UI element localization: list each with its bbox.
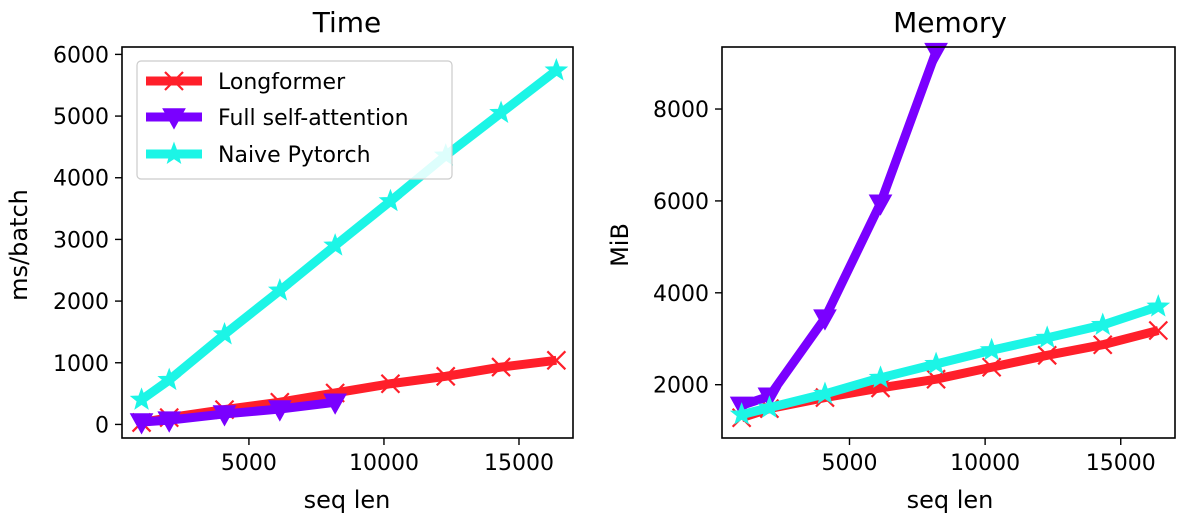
chart-memory: Memory MiB seq len 5000 10000 15000 2000 400… — [606, 6, 1176, 514]
x-tick-label: 15000 — [484, 451, 554, 476]
data-point-naive-pytorch — [267, 278, 292, 301]
axes-frame — [721, 46, 1176, 439]
chart-title: Time — [312, 6, 382, 39]
axes-frame — [121, 46, 574, 439]
data-point-naive-pytorch — [729, 402, 754, 425]
data-point-longformer — [491, 357, 511, 377]
legend-marker-naive-pytorch — [162, 141, 186, 165]
y-tick-label: 2000 — [53, 290, 109, 315]
data-point-full-self-attention — [157, 411, 182, 433]
legend-label-full-self-attention: Full self-attention — [218, 106, 409, 131]
data-point-naive-pytorch — [924, 351, 948, 375]
data-point-naive-pytorch — [129, 387, 154, 410]
data-point-longformer — [380, 373, 401, 394]
y-tick-label: 1000 — [53, 352, 109, 377]
y-tick-label: 2000 — [653, 374, 709, 399]
legend: Longformer Full self-attention Naive Pyt… — [136, 60, 453, 180]
data-point-naive-pytorch — [378, 188, 403, 212]
y-tick-label: 0 — [95, 413, 109, 438]
y-tick-label: 4000 — [53, 167, 109, 192]
data-point-full-self-attention — [212, 405, 237, 427]
data-point-full-self-attention — [813, 309, 837, 331]
chart-title: Memory — [893, 6, 1007, 39]
y-tick-label: 6000 — [53, 43, 109, 68]
data-point-naive-pytorch — [212, 321, 237, 345]
plot-area-memory: 5000 10000 15000 2000 4000 6000 8000 — [653, 42, 1176, 476]
plot-area-time: 5000 10000 15000 0 1000 2000 3000 4000 5000 6000 — [53, 43, 574, 476]
y-tick-label: 5000 — [53, 105, 109, 130]
data-point-full-self-attention — [924, 42, 948, 65]
data-point-longformer — [435, 366, 456, 387]
legend-label-longformer: Longformer — [218, 70, 346, 95]
chart-time: Time ms/batch seq len 5000 10000 15000 0 100… — [5, 6, 574, 514]
y-tick-label: 3000 — [53, 228, 109, 253]
legend-label-naive-pytorch: Naive Pytorch — [218, 143, 371, 168]
y-tick-label: 8000 — [653, 98, 709, 123]
data-point-naive-pytorch — [323, 233, 347, 256]
data-point-longformer — [981, 357, 1002, 378]
data-point-full-self-attention — [129, 413, 154, 435]
data-point-naive-pytorch — [868, 365, 893, 388]
data-point-naive-pytorch — [813, 381, 837, 404]
y-axis-label: MiB — [606, 223, 634, 267]
data-point-full-self-attention — [868, 194, 893, 216]
x-tick-label: 5000 — [821, 451, 877, 476]
data-point-naive-pytorch — [1090, 312, 1115, 336]
data-point-full-self-attention — [323, 393, 347, 415]
legend-frame — [136, 60, 453, 180]
data-point-naive-pytorch — [1035, 325, 1060, 348]
data-point-longformer — [1092, 334, 1113, 355]
data-point-longformer — [546, 350, 567, 371]
data-point-longformer — [1148, 320, 1169, 341]
x-axis-label: seq len — [304, 486, 391, 514]
y-tick-label: 4000 — [653, 282, 709, 307]
x-tick-label: 15000 — [1086, 451, 1156, 476]
data-point-naive-pytorch — [979, 337, 1004, 361]
data-point-full-self-attention — [267, 400, 292, 422]
legend-marker-full-self-attention — [162, 108, 186, 130]
data-point-longformer — [1037, 345, 1057, 366]
data-point-naive-pytorch — [1146, 294, 1171, 317]
x-tick-label: 5000 — [221, 451, 277, 476]
data-point-naive-pytorch — [757, 395, 782, 418]
series-line-full-self-attention — [740, 50, 941, 410]
x-axis-label: seq len — [907, 486, 994, 514]
legend-entries — [146, 71, 202, 165]
x-tick-label: 10000 — [349, 451, 419, 476]
data-point-naive-pytorch — [489, 100, 513, 124]
legend-marker-longformer — [164, 71, 184, 91]
data-point-naive-pytorch — [157, 367, 182, 391]
data-point-naive-pytorch — [544, 58, 569, 81]
x-tick-label: 10000 — [950, 451, 1020, 476]
y-axis-label: ms/batch — [5, 189, 33, 301]
y-tick-label: 6000 — [653, 190, 709, 215]
